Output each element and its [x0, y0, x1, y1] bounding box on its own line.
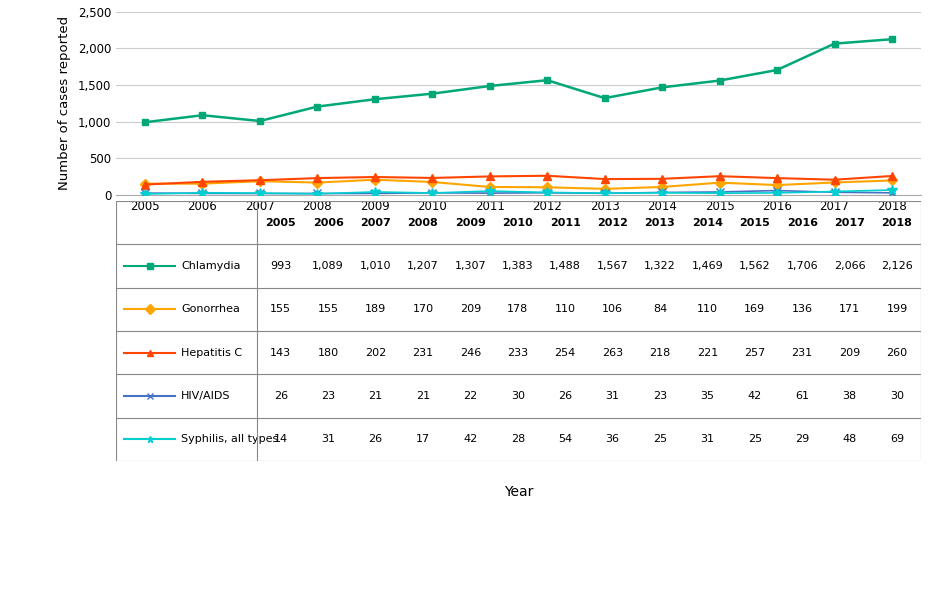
- Text: 22: 22: [463, 391, 477, 401]
- Text: 155: 155: [318, 304, 339, 314]
- Text: 231: 231: [791, 348, 813, 358]
- Text: 25: 25: [748, 434, 762, 444]
- Text: 26: 26: [368, 434, 382, 444]
- Text: 218: 218: [649, 348, 671, 358]
- Text: 23: 23: [653, 391, 667, 401]
- Text: 29: 29: [795, 434, 809, 444]
- Text: 26: 26: [273, 391, 287, 401]
- Text: 36: 36: [605, 434, 619, 444]
- Text: 199: 199: [886, 304, 908, 314]
- Text: 42: 42: [463, 434, 477, 444]
- Text: 30: 30: [511, 391, 525, 401]
- Text: 257: 257: [744, 348, 765, 358]
- Text: 31: 31: [700, 434, 714, 444]
- Text: 28: 28: [511, 434, 525, 444]
- Text: Chlamydia: Chlamydia: [181, 261, 241, 271]
- Text: 21: 21: [368, 391, 382, 401]
- Text: 178: 178: [507, 304, 528, 314]
- Text: 233: 233: [507, 348, 528, 358]
- Text: 2018: 2018: [882, 217, 912, 228]
- Text: 231: 231: [412, 348, 433, 358]
- Text: 1,567: 1,567: [597, 261, 629, 271]
- Text: 1,010: 1,010: [360, 261, 392, 271]
- Text: 169: 169: [744, 304, 765, 314]
- Text: 31: 31: [605, 391, 619, 401]
- Text: HIV/AIDS: HIV/AIDS: [181, 391, 231, 401]
- Text: 35: 35: [700, 391, 714, 401]
- Text: 30: 30: [890, 391, 904, 401]
- Text: 143: 143: [271, 348, 291, 358]
- Text: 171: 171: [839, 304, 860, 314]
- Text: 2010: 2010: [502, 217, 533, 228]
- Text: 2012: 2012: [597, 217, 628, 228]
- Text: 209: 209: [839, 348, 860, 358]
- Text: 2011: 2011: [550, 217, 580, 228]
- Text: 69: 69: [890, 434, 904, 444]
- Text: 1,706: 1,706: [787, 261, 818, 271]
- Text: 31: 31: [321, 434, 335, 444]
- Text: 1,383: 1,383: [502, 261, 534, 271]
- Text: 1,307: 1,307: [455, 261, 486, 271]
- Text: 2013: 2013: [644, 217, 675, 228]
- Text: 2008: 2008: [407, 217, 438, 228]
- Text: 1,322: 1,322: [644, 261, 676, 271]
- Text: 1,207: 1,207: [407, 261, 439, 271]
- Text: 1,469: 1,469: [692, 261, 724, 271]
- Text: 189: 189: [365, 304, 386, 314]
- Text: 42: 42: [748, 391, 762, 401]
- Text: 1,562: 1,562: [739, 261, 771, 271]
- Text: 110: 110: [697, 304, 718, 314]
- Text: 21: 21: [416, 391, 430, 401]
- Text: 106: 106: [602, 304, 623, 314]
- Text: 170: 170: [412, 304, 433, 314]
- Text: 2009: 2009: [455, 217, 485, 228]
- Text: 2017: 2017: [834, 217, 865, 228]
- Text: 84: 84: [653, 304, 667, 314]
- Text: 61: 61: [795, 391, 809, 401]
- Text: 2016: 2016: [787, 217, 817, 228]
- Text: 2005: 2005: [265, 217, 296, 228]
- Text: 25: 25: [653, 434, 667, 444]
- Text: 14: 14: [273, 434, 287, 444]
- Text: 202: 202: [365, 348, 386, 358]
- Text: 38: 38: [843, 391, 857, 401]
- Text: 246: 246: [459, 348, 481, 358]
- Text: 2014: 2014: [692, 217, 723, 228]
- Y-axis label: Number of cases reported: Number of cases reported: [58, 17, 71, 190]
- Text: 110: 110: [554, 304, 576, 314]
- Text: 260: 260: [886, 348, 908, 358]
- Text: 136: 136: [791, 304, 813, 314]
- Text: Year: Year: [504, 485, 533, 499]
- Text: Syphilis, all types: Syphilis, all types: [181, 434, 278, 444]
- Text: 263: 263: [602, 348, 623, 358]
- Text: 209: 209: [459, 304, 481, 314]
- Text: 2006: 2006: [312, 217, 343, 228]
- Text: Gonorrhea: Gonorrhea: [181, 304, 240, 314]
- Text: 1,089: 1,089: [312, 261, 344, 271]
- Text: 254: 254: [554, 348, 576, 358]
- Text: 48: 48: [843, 434, 857, 444]
- Text: 26: 26: [558, 391, 572, 401]
- Text: 54: 54: [558, 434, 572, 444]
- Text: 180: 180: [317, 348, 339, 358]
- Text: 221: 221: [697, 348, 718, 358]
- Text: 17: 17: [416, 434, 430, 444]
- Text: 155: 155: [271, 304, 291, 314]
- Text: Hepatitis C: Hepatitis C: [181, 348, 242, 358]
- Text: 1,488: 1,488: [550, 261, 581, 271]
- Text: 2015: 2015: [739, 217, 770, 228]
- Text: 2,126: 2,126: [881, 261, 913, 271]
- Text: 2007: 2007: [360, 217, 391, 228]
- Text: 23: 23: [321, 391, 335, 401]
- Text: 2,066: 2,066: [834, 261, 866, 271]
- Text: 993: 993: [270, 261, 291, 271]
